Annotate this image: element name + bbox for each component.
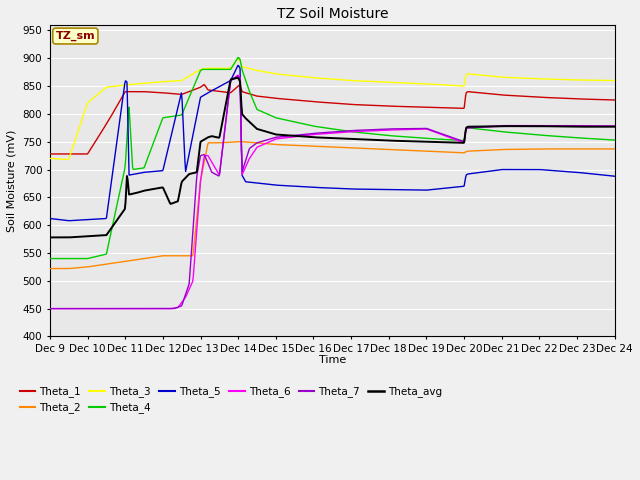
Legend: Theta_1, Theta_2, Theta_3, Theta_4, Theta_5, Theta_6, Theta_7, Theta_avg: Theta_1, Theta_2, Theta_3, Theta_4, Thet…	[15, 382, 447, 418]
Text: TZ_sm: TZ_sm	[56, 31, 95, 41]
Y-axis label: Soil Moisture (mV): Soil Moisture (mV)	[7, 130, 17, 232]
Title: TZ Soil Moisture: TZ Soil Moisture	[276, 7, 388, 21]
X-axis label: Time: Time	[319, 356, 346, 365]
